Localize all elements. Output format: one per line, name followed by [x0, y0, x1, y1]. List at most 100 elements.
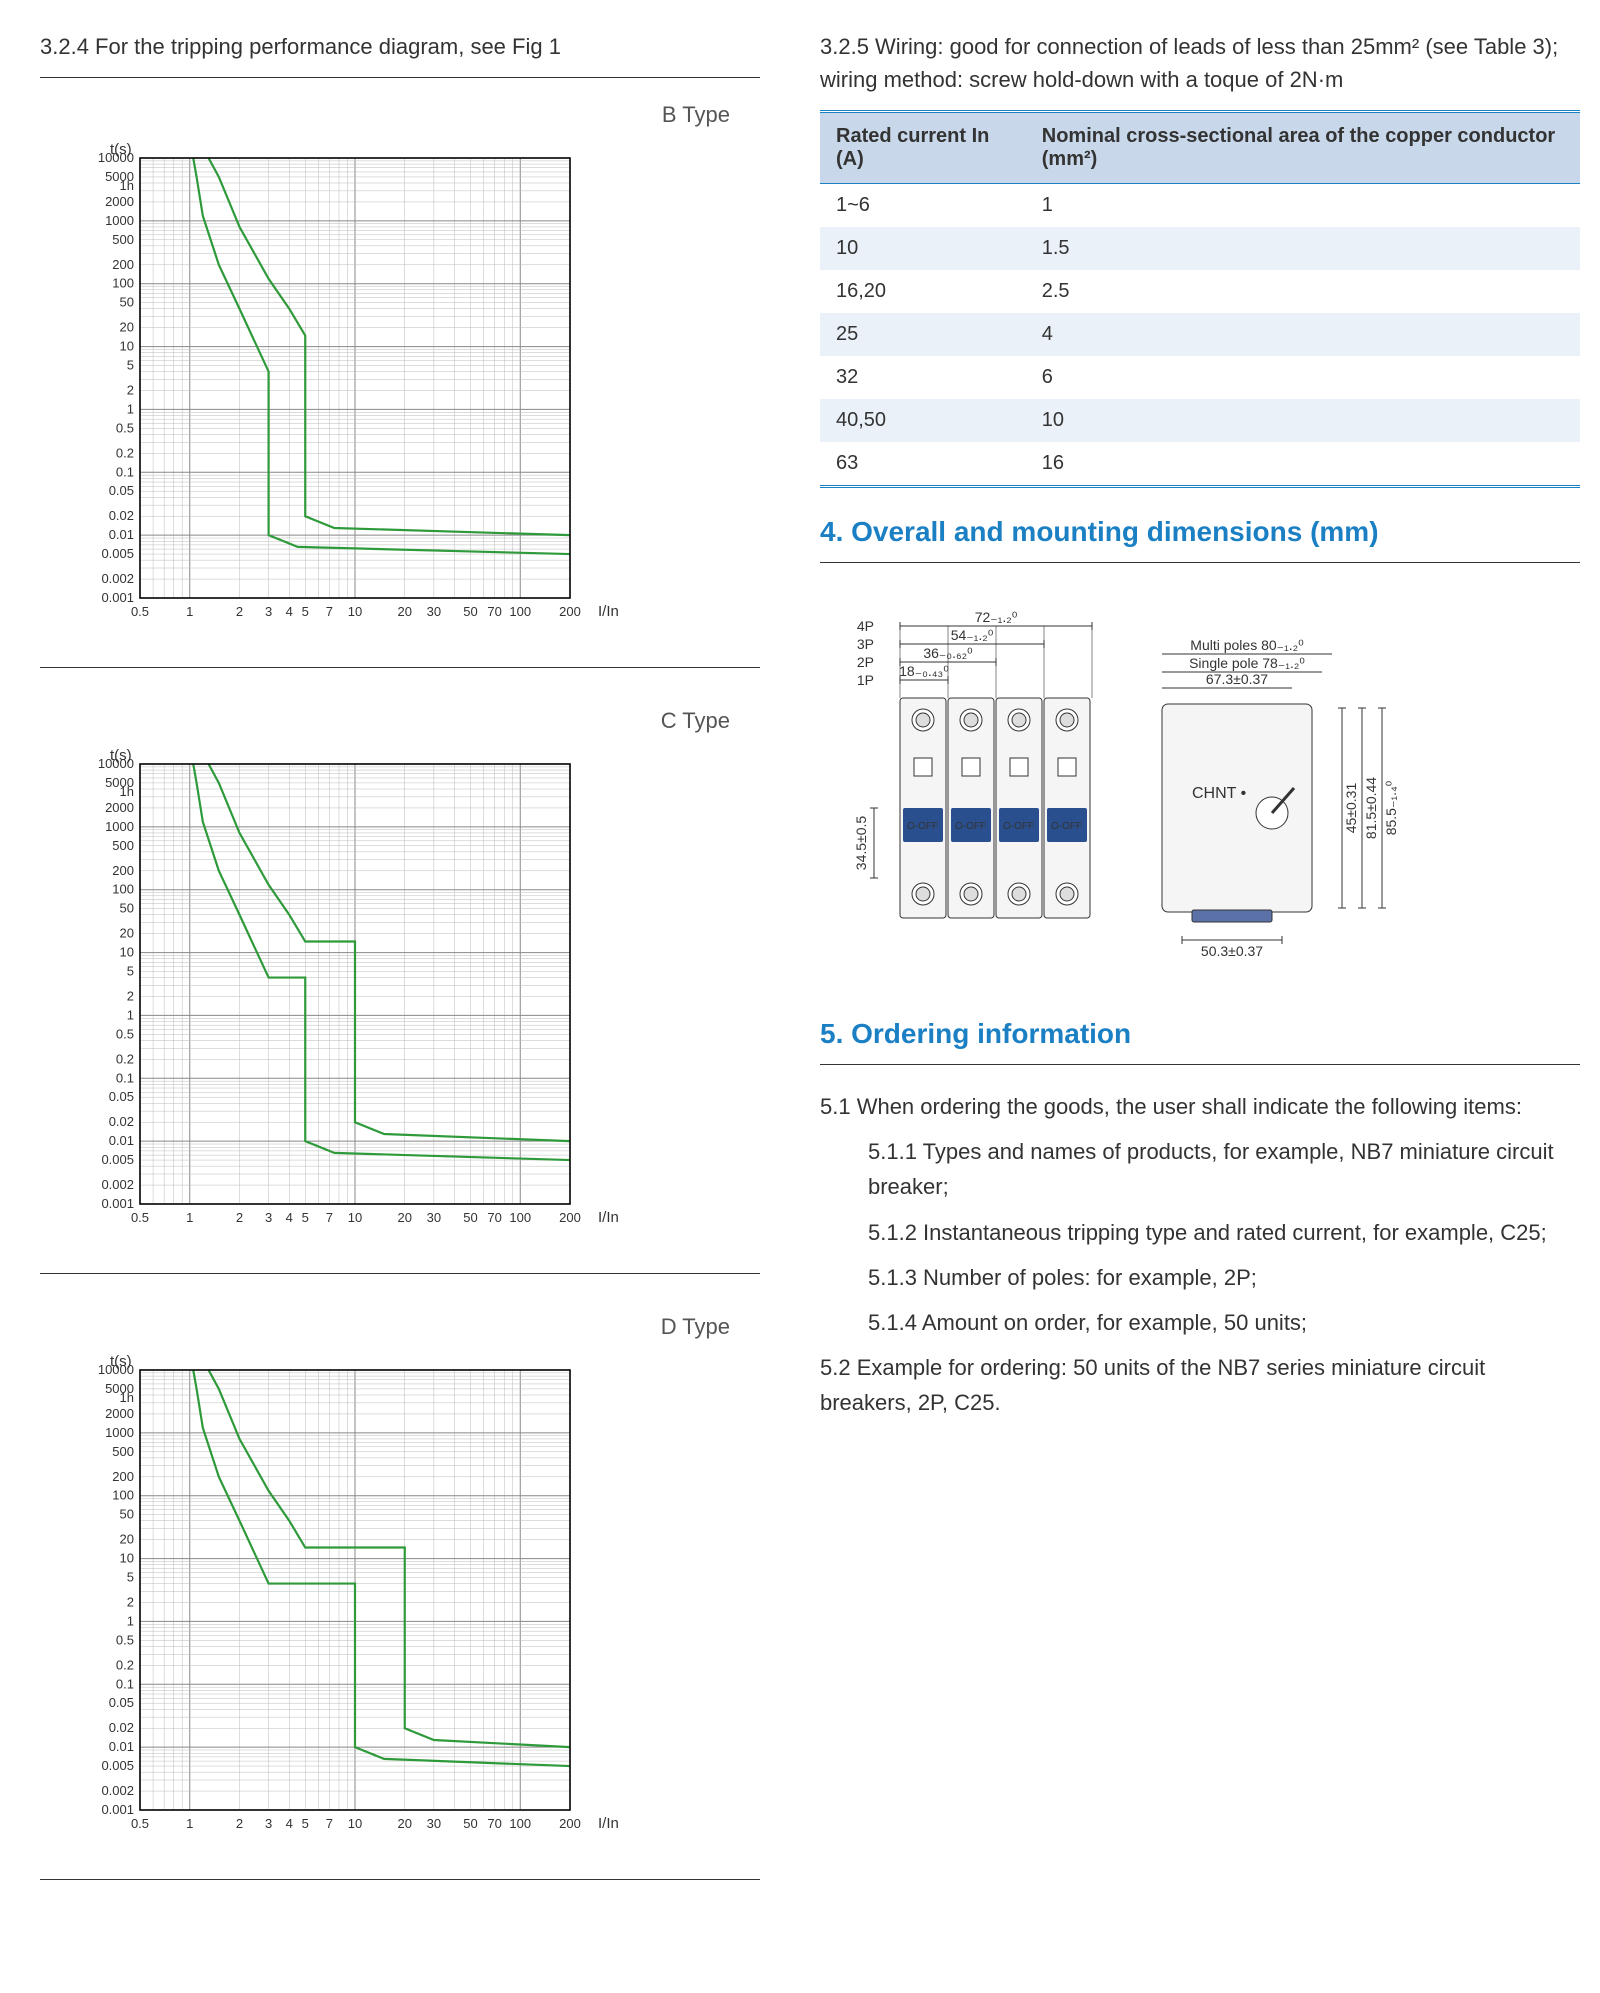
svg-text:3: 3: [265, 1210, 272, 1225]
svg-text:1: 1: [127, 1007, 134, 1022]
divider: [820, 562, 1580, 563]
svg-text:0.5: 0.5: [131, 1816, 149, 1831]
svg-text:2000: 2000: [105, 194, 134, 209]
tripping-chart: 0.51234571020305070100200I/In0.0010.0020…: [70, 744, 760, 1259]
svg-text:0.01: 0.01: [109, 1133, 134, 1148]
svg-text:0.001: 0.001: [101, 1802, 134, 1817]
section-5-heading: 5. Ordering information: [820, 1018, 1580, 1050]
svg-text:0.5: 0.5: [116, 420, 134, 435]
table-row: 326: [820, 356, 1580, 399]
table-cell: 1: [1026, 184, 1580, 228]
svg-text:85.5₋₁.₄⁰: 85.5₋₁.₄⁰: [1383, 780, 1399, 835]
table-cell: 40,50: [820, 399, 1026, 442]
svg-text:20: 20: [398, 1816, 412, 1831]
section-4-heading: 4. Overall and mounting dimensions (mm): [820, 516, 1580, 548]
svg-text:O-OFF: O-OFF: [1051, 821, 1082, 832]
chart-type-label: C Type: [40, 708, 730, 734]
svg-text:34.5±0.5: 34.5±0.5: [853, 816, 869, 871]
svg-text:0.1: 0.1: [116, 1070, 134, 1085]
svg-text:0.02: 0.02: [109, 508, 134, 523]
svg-text:O-OFF: O-OFF: [907, 821, 938, 832]
svg-text:500: 500: [112, 232, 134, 247]
svg-text:30: 30: [427, 1816, 441, 1831]
svg-text:10: 10: [348, 604, 362, 619]
svg-text:1000: 1000: [105, 1425, 134, 1440]
svg-text:3P: 3P: [857, 636, 874, 652]
svg-text:100: 100: [509, 1210, 531, 1225]
svg-text:2: 2: [236, 1816, 243, 1831]
svg-text:100: 100: [112, 1488, 134, 1503]
svg-text:50: 50: [463, 1210, 477, 1225]
svg-text:45±0.31: 45±0.31: [1343, 783, 1359, 834]
svg-text:50: 50: [120, 1507, 134, 1522]
svg-text:0.2: 0.2: [116, 1051, 134, 1066]
svg-text:0.1: 0.1: [116, 1676, 134, 1691]
svg-text:0.5: 0.5: [131, 604, 149, 619]
table-cell: 63: [820, 442, 1026, 487]
table-row: 16,202.5: [820, 270, 1580, 313]
svg-text:1: 1: [127, 401, 134, 416]
table-row: 1~61: [820, 184, 1580, 228]
svg-text:0.05: 0.05: [109, 1695, 134, 1710]
svg-text:5: 5: [127, 1569, 134, 1584]
svg-text:10: 10: [348, 1210, 362, 1225]
svg-text:t(s): t(s): [110, 1353, 132, 1370]
svg-text:I/In: I/In: [598, 603, 619, 620]
svg-text:50: 50: [463, 1816, 477, 1831]
svg-text:200: 200: [559, 1816, 581, 1831]
svg-text:0.005: 0.005: [101, 1758, 134, 1773]
svg-text:2P: 2P: [857, 654, 874, 670]
svg-text:3: 3: [265, 604, 272, 619]
svg-text:81.5±0.44: 81.5±0.44: [1363, 777, 1379, 839]
svg-text:2: 2: [127, 1595, 134, 1610]
table-cell: 10: [1026, 399, 1580, 442]
svg-text:100: 100: [112, 882, 134, 897]
svg-text:4P: 4P: [857, 618, 874, 634]
svg-text:67.3±0.37: 67.3±0.37: [1206, 671, 1268, 687]
tripping-chart: 0.51234571020305070100200I/In0.0010.0020…: [70, 138, 760, 653]
svg-text:1: 1: [186, 1210, 193, 1225]
svg-text:500: 500: [112, 1444, 134, 1459]
svg-text:20: 20: [120, 926, 134, 941]
svg-text:10: 10: [120, 339, 134, 354]
svg-text:0.005: 0.005: [101, 546, 134, 561]
section-3-2-4-heading: 3.2.4 For the tripping performance diagr…: [40, 30, 760, 63]
svg-text:50.3±0.37: 50.3±0.37: [1201, 943, 1263, 959]
svg-text:t(s): t(s): [110, 141, 132, 158]
ordering-item: 5.1.2 Instantaneous tripping type and ra…: [820, 1215, 1580, 1250]
svg-text:18₋₀.₄₃⁰: 18₋₀.₄₃⁰: [899, 663, 949, 679]
svg-text:20: 20: [398, 604, 412, 619]
svg-text:30: 30: [427, 1210, 441, 1225]
svg-text:t(s): t(s): [110, 747, 132, 764]
svg-text:O-OFF: O-OFF: [1003, 821, 1034, 832]
svg-text:5: 5: [302, 1816, 309, 1831]
svg-text:100: 100: [112, 276, 134, 291]
table-row: 101.5: [820, 227, 1580, 270]
svg-text:CHNT •: CHNT •: [1192, 785, 1246, 802]
svg-text:0.001: 0.001: [101, 1196, 134, 1211]
table-cell: 6: [1026, 356, 1580, 399]
svg-text:2000: 2000: [105, 800, 134, 815]
svg-text:70: 70: [487, 604, 501, 619]
svg-text:50: 50: [463, 604, 477, 619]
svg-text:0.001: 0.001: [101, 590, 134, 605]
dimension-diagram: 72₋₁.₂⁰4P54₋₁.₂⁰3P36₋₀.₆₂⁰2P18₋₀.₄₃⁰1PO-…: [820, 603, 1580, 988]
svg-text:0.002: 0.002: [101, 571, 134, 586]
svg-text:500: 500: [112, 838, 134, 853]
svg-text:50: 50: [120, 901, 134, 916]
svg-text:0.02: 0.02: [109, 1114, 134, 1129]
svg-text:20: 20: [120, 320, 134, 335]
table-row: 6316: [820, 442, 1580, 487]
table-cell: 16: [1026, 442, 1580, 487]
table-header: Nominal cross-sectional area of the copp…: [1026, 112, 1580, 184]
divider: [820, 1064, 1580, 1065]
svg-text:200: 200: [559, 1210, 581, 1225]
svg-text:2: 2: [236, 1210, 243, 1225]
svg-text:10: 10: [120, 945, 134, 960]
svg-text:100: 100: [509, 604, 531, 619]
svg-text:200: 200: [112, 257, 134, 272]
svg-text:2000: 2000: [105, 1406, 134, 1421]
svg-text:70: 70: [487, 1210, 501, 1225]
svg-text:1000: 1000: [105, 819, 134, 834]
svg-text:0.002: 0.002: [101, 1783, 134, 1798]
